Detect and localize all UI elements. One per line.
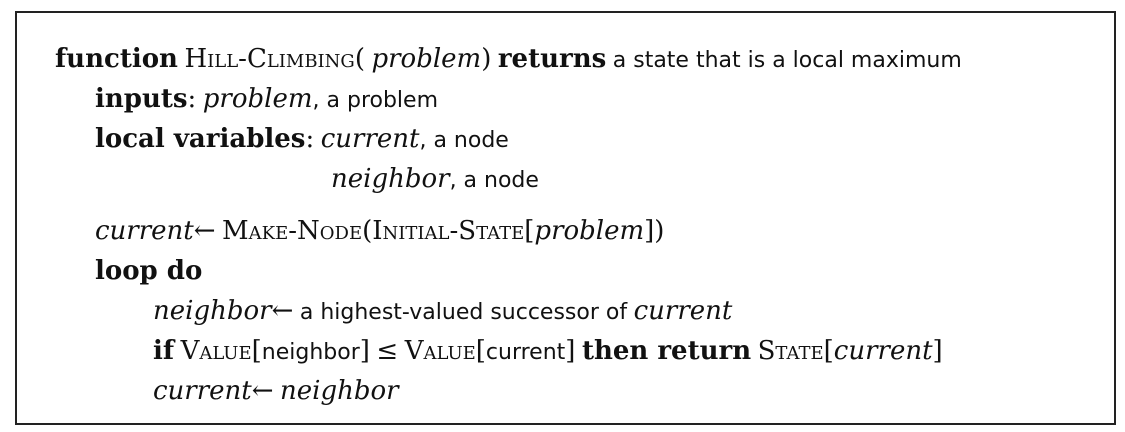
local-var-neighbor-desc: , a node [449,168,539,193]
step1-text: a highest-valued successor of [299,300,628,325]
arg-current-italic: current [833,336,933,366]
open-paren: ( [354,44,365,74]
keyword-function: function [55,44,178,74]
bracket-close-2: ] [565,336,576,366]
local-variables-line-2: neighbor, a node [331,163,539,197]
keyword-if: if [153,336,175,366]
algorithm-box: function Hill-Climbing( problem) returns… [15,11,1116,425]
bracket-open-2: [ [475,336,486,366]
keyword-returns: returns [497,44,607,74]
fn-state: State [757,336,824,366]
local-var-current-desc: , a node [419,128,509,153]
fn-value-1: Value [180,336,252,366]
function-header-line: function Hill-Climbing( problem) returns… [55,43,962,77]
inputs-desc: , a problem [312,88,439,113]
step1-lhs: neighbor [153,296,272,326]
return-description: a state that is a local maximum [612,48,962,73]
local-variables-line: local variables: current, a node [95,123,509,157]
step1-var: current [633,296,733,326]
step3-lhs: current [153,376,252,406]
param-problem: problem [371,44,482,74]
bracket-open-3: [ [823,336,834,366]
open-bracket: [ [524,216,535,246]
init-arg: problem [534,216,645,246]
assign-arrow: ← [251,376,274,406]
local-variables-label: local variables [95,124,306,154]
function-name: Hill-Climbing [184,44,355,74]
loop-line: loop do [95,255,202,287]
keyword-loop-do: loop do [95,256,203,286]
fn-make-node: Make-Node [222,216,363,246]
local-var-neighbor: neighbor [331,164,450,194]
close-bracket-paren: ]) [644,216,665,246]
arg-current: current [485,340,566,365]
local-variables-colon: : [305,124,315,154]
assign-arrow: ← [193,216,216,246]
local-var-current: current [320,124,420,154]
close-paren: ) [481,44,492,74]
arg-neighbor: neighbor [261,340,360,365]
init-lhs: current [95,216,194,246]
keyword-then-return: then return [581,336,752,366]
inputs-label: inputs [95,84,188,114]
step3-rhs: neighbor [280,376,399,406]
fn-initial-state: Initial-State [372,216,525,246]
inputs-line: inputs: problem, a problem [95,83,438,117]
step3-line: current← neighbor [153,375,399,407]
open-paren: ( [362,216,373,246]
assign-arrow: ← [271,296,294,326]
bracket-open-1: [ [251,336,262,366]
bracket-close-1: ] [359,336,370,366]
step1-line: neighbor← a highest-valued successor of … [153,295,732,329]
inputs-colon: : [187,84,197,114]
inputs-var: problem [202,84,313,114]
bracket-close-3: ] [932,336,943,366]
leq-operator: ≤ [376,336,399,366]
fn-value-2: Value [404,336,476,366]
step2-line: if Value[neighbor] ≤ Value[current] then… [153,335,943,369]
init-line: current← Make-Node(Initial-State[problem… [95,215,664,247]
